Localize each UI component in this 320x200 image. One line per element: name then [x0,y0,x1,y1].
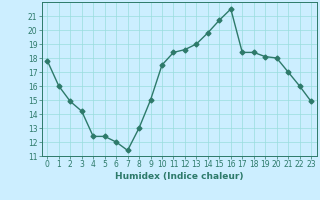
X-axis label: Humidex (Indice chaleur): Humidex (Indice chaleur) [115,172,244,181]
